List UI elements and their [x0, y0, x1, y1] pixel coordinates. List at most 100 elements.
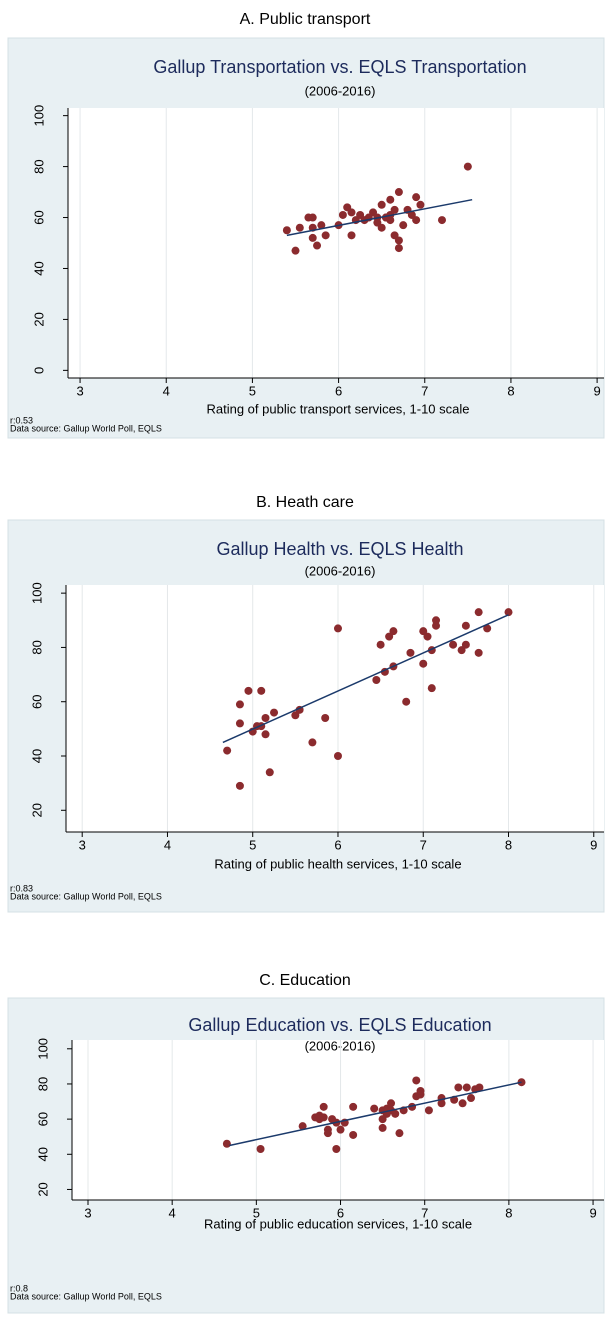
point — [461, 621, 470, 630]
x-tick-label: 3 — [76, 383, 83, 398]
y-tick-label: 40 — [35, 1147, 50, 1161]
plot-area — [68, 108, 604, 378]
point — [402, 697, 411, 706]
point — [412, 216, 421, 225]
x-tick-label: 6 — [334, 837, 341, 852]
point — [321, 714, 330, 722]
point — [333, 624, 342, 633]
point — [394, 188, 403, 197]
r-note: r:0.53 — [10, 415, 33, 425]
point — [386, 195, 395, 204]
point — [474, 648, 483, 657]
y-tick-label: 100 — [31, 105, 46, 127]
point — [222, 1139, 231, 1148]
point — [427, 684, 436, 693]
chart-title: Gallup Education vs. EQLS Education — [188, 1015, 491, 1035]
x-axis-label: Rating of public health services, 1-10 s… — [214, 856, 461, 871]
y-tick-label: 40 — [31, 261, 46, 275]
point — [333, 752, 342, 760]
x-tick-label: 8 — [507, 383, 514, 398]
r-note: r:0.83 — [10, 883, 33, 893]
point — [437, 216, 446, 225]
point — [389, 627, 398, 636]
r-note: r:0.8 — [10, 1283, 28, 1293]
point — [349, 1130, 358, 1139]
point — [416, 200, 425, 209]
point — [332, 1145, 341, 1154]
point — [475, 1083, 484, 1092]
point — [373, 218, 382, 227]
point — [432, 621, 441, 630]
y-tick-label: 80 — [31, 159, 46, 173]
y-tick-label: 80 — [35, 1077, 50, 1091]
x-axis-label: Rating of public transport services, 1-1… — [206, 401, 469, 416]
x-axis-label: Rating of public education services, 1-1… — [204, 1216, 472, 1231]
y-tick-label: 60 — [31, 210, 46, 224]
panel-title: C. Education — [259, 972, 351, 989]
point — [372, 676, 381, 684]
point — [378, 1123, 387, 1132]
point — [387, 1099, 396, 1108]
chart-subtitle: (2006-2016) — [305, 83, 376, 98]
fit-line — [229, 1081, 522, 1147]
point — [317, 221, 326, 230]
chart-subtitle: (2006-2016) — [305, 1038, 376, 1053]
point — [282, 226, 291, 235]
point — [412, 193, 421, 202]
y-tick-label: 80 — [29, 640, 44, 654]
point — [399, 221, 408, 230]
point — [457, 646, 466, 655]
panel-title: A. Public transport — [240, 11, 371, 28]
point — [347, 231, 356, 240]
point — [295, 223, 304, 232]
point — [423, 632, 432, 641]
point — [244, 686, 253, 695]
point — [461, 640, 470, 649]
source-note: Data source: Gallup World Poll, EQLS — [10, 1291, 162, 1301]
y-tick-label: 40 — [29, 749, 44, 763]
point — [483, 624, 492, 633]
point — [308, 213, 317, 222]
point — [406, 648, 415, 657]
point — [474, 608, 483, 617]
x-tick-label: 4 — [164, 837, 171, 852]
panel-title: B. Heath care — [256, 494, 354, 511]
point — [313, 241, 322, 250]
point — [394, 236, 403, 245]
point — [323, 1129, 332, 1138]
point — [291, 246, 300, 255]
point — [336, 1125, 345, 1134]
point — [394, 244, 403, 253]
plot-area — [66, 585, 604, 832]
y-tick-label: 0 — [31, 367, 46, 374]
x-tick-label: 5 — [249, 837, 256, 852]
y-tick-label: 20 — [35, 1182, 50, 1196]
x-tick-label: 7 — [420, 837, 427, 852]
point — [412, 1076, 421, 1085]
y-tick-label: 100 — [29, 582, 44, 604]
point — [223, 746, 232, 755]
point — [338, 210, 347, 219]
point — [385, 632, 394, 641]
chart-title: Gallup Transportation vs. EQLS Transport… — [153, 57, 526, 77]
point — [462, 1083, 471, 1092]
point — [265, 768, 274, 777]
point — [261, 730, 270, 739]
point — [257, 686, 266, 695]
point — [235, 781, 244, 790]
point — [454, 1083, 463, 1092]
point — [256, 1145, 265, 1154]
point — [308, 233, 317, 242]
x-tick-label: 4 — [169, 1205, 176, 1220]
point — [377, 200, 386, 209]
point — [504, 608, 513, 617]
point — [235, 719, 244, 728]
point — [235, 700, 244, 709]
x-tick-label: 5 — [253, 1205, 260, 1220]
x-tick-label: 8 — [505, 837, 512, 852]
point — [298, 1122, 307, 1131]
x-tick-label: 8 — [505, 1205, 512, 1220]
fit-line — [222, 614, 509, 744]
point — [291, 711, 300, 720]
